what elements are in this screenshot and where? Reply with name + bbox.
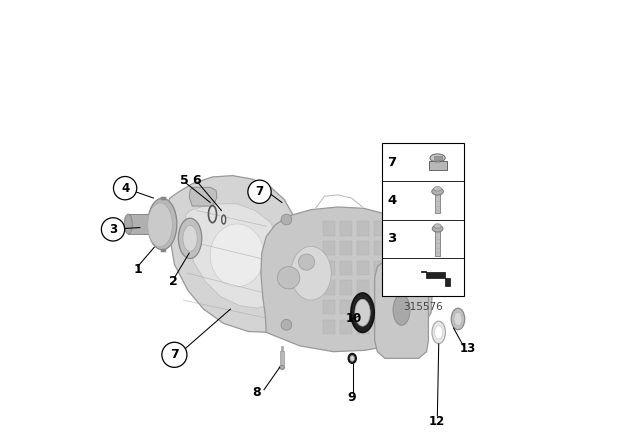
Bar xyxy=(323,261,335,275)
Bar xyxy=(356,241,369,255)
Text: 4: 4 xyxy=(121,181,129,195)
Ellipse shape xyxy=(183,225,197,251)
Ellipse shape xyxy=(430,154,445,162)
Bar xyxy=(374,320,386,334)
Bar xyxy=(323,300,335,314)
Text: 1: 1 xyxy=(133,263,142,276)
Bar xyxy=(429,161,447,171)
Circle shape xyxy=(281,214,292,225)
Circle shape xyxy=(113,177,137,200)
Bar xyxy=(391,241,403,255)
Bar xyxy=(391,221,403,236)
Ellipse shape xyxy=(179,218,202,258)
Bar xyxy=(356,300,369,314)
Text: 6: 6 xyxy=(192,173,201,187)
Polygon shape xyxy=(186,204,289,308)
Text: 3: 3 xyxy=(109,223,117,236)
Text: 7: 7 xyxy=(255,185,264,198)
Bar xyxy=(356,320,369,334)
Bar xyxy=(391,320,403,334)
Ellipse shape xyxy=(393,295,410,325)
Text: 2: 2 xyxy=(169,275,177,288)
Polygon shape xyxy=(374,261,428,358)
Polygon shape xyxy=(420,271,450,286)
Bar xyxy=(323,221,335,236)
Circle shape xyxy=(101,218,125,241)
Polygon shape xyxy=(261,207,432,352)
Bar xyxy=(391,280,403,295)
Text: 3: 3 xyxy=(387,232,396,245)
FancyBboxPatch shape xyxy=(382,143,464,296)
Bar xyxy=(374,241,386,255)
Bar xyxy=(323,320,335,334)
Ellipse shape xyxy=(434,224,441,228)
Circle shape xyxy=(298,254,315,270)
Bar xyxy=(323,280,335,295)
Bar xyxy=(340,280,352,295)
Ellipse shape xyxy=(351,293,374,332)
Ellipse shape xyxy=(433,186,442,191)
Ellipse shape xyxy=(148,203,172,247)
Ellipse shape xyxy=(210,224,264,287)
Circle shape xyxy=(162,342,187,367)
Bar xyxy=(356,280,369,295)
Bar xyxy=(374,280,386,295)
Text: 8: 8 xyxy=(252,385,260,399)
Text: 315576: 315576 xyxy=(403,302,443,312)
Text: 7: 7 xyxy=(387,156,396,169)
Text: 5: 5 xyxy=(180,173,189,187)
Bar xyxy=(374,300,386,314)
Bar xyxy=(280,351,284,366)
Ellipse shape xyxy=(355,299,370,326)
Polygon shape xyxy=(189,187,217,206)
Bar xyxy=(374,261,386,275)
Bar xyxy=(435,194,440,213)
Bar xyxy=(374,221,386,236)
Ellipse shape xyxy=(451,308,465,330)
Circle shape xyxy=(248,180,271,203)
Text: 12: 12 xyxy=(428,414,445,428)
Bar xyxy=(356,221,369,236)
Text: 10: 10 xyxy=(346,311,362,325)
Ellipse shape xyxy=(148,198,177,250)
Ellipse shape xyxy=(348,353,356,363)
Bar xyxy=(340,261,352,275)
Text: 4: 4 xyxy=(387,194,396,207)
Circle shape xyxy=(412,319,423,330)
Text: 11: 11 xyxy=(383,282,400,296)
Bar xyxy=(356,261,369,275)
Circle shape xyxy=(412,214,423,225)
Circle shape xyxy=(281,319,292,330)
Polygon shape xyxy=(165,176,309,332)
Ellipse shape xyxy=(279,366,285,369)
Bar xyxy=(391,261,403,275)
Bar xyxy=(128,214,162,234)
Text: 9: 9 xyxy=(347,391,356,405)
Ellipse shape xyxy=(435,326,443,339)
Bar xyxy=(391,300,403,314)
Ellipse shape xyxy=(432,225,443,232)
Bar xyxy=(340,300,352,314)
Text: 7: 7 xyxy=(170,348,179,362)
Bar xyxy=(323,241,335,255)
Ellipse shape xyxy=(291,246,332,300)
Bar xyxy=(340,320,352,334)
Bar xyxy=(340,241,352,255)
Bar xyxy=(340,221,352,236)
Ellipse shape xyxy=(432,321,445,344)
Bar xyxy=(435,231,440,255)
Circle shape xyxy=(278,267,300,289)
Bar xyxy=(433,156,442,160)
Polygon shape xyxy=(383,243,421,261)
Text: 13: 13 xyxy=(460,342,476,355)
Ellipse shape xyxy=(350,356,355,361)
Ellipse shape xyxy=(454,312,462,326)
Ellipse shape xyxy=(124,214,132,234)
Ellipse shape xyxy=(432,188,444,195)
